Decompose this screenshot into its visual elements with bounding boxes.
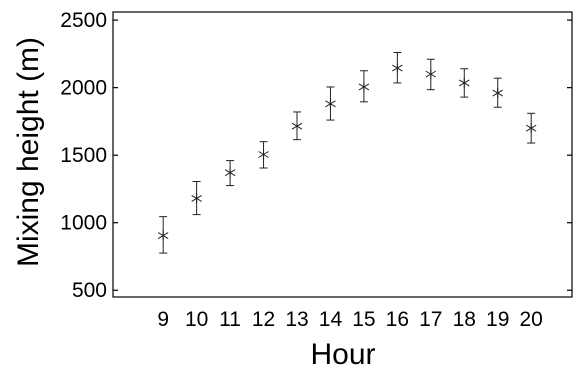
x-tick-label: 9	[157, 308, 169, 331]
marker-asterisk	[492, 89, 503, 97]
data-point	[392, 52, 403, 84]
marker-asterisk	[157, 232, 169, 239]
x-tick-label: 18	[453, 308, 476, 331]
y-tick-label: 2000	[60, 77, 107, 100]
data-point	[425, 58, 437, 91]
x-tick-label: 15	[352, 308, 375, 331]
x-tick-label: 17	[419, 308, 442, 331]
x-tick-label: 20	[520, 308, 543, 331]
marker-asterisk	[191, 194, 202, 202]
x-tick-label: 10	[185, 308, 208, 331]
y-tick-label: 1500	[60, 144, 107, 167]
x-tick-label: 19	[486, 308, 509, 331]
y-axis-ticks: 500 1000 1500 2000 2500	[60, 9, 572, 302]
x-tick-label: 11	[219, 308, 241, 331]
marker-asterisk	[459, 79, 470, 87]
series-mixing-height	[157, 52, 537, 254]
plot-frame	[112, 11, 573, 298]
y-tick-label: 500	[72, 279, 107, 302]
data-point	[291, 111, 303, 141]
plot-border	[112, 11, 573, 298]
x-tick-label: 14	[319, 308, 343, 331]
marker-asterisk	[325, 100, 336, 108]
marker-asterisk	[258, 151, 269, 158]
data-point	[258, 141, 269, 169]
data-point	[224, 160, 236, 187]
marker-asterisk	[291, 122, 303, 130]
data-point	[191, 181, 202, 216]
x-axis-title: Hour	[310, 338, 375, 371]
x-tick-label: 16	[386, 308, 409, 331]
x-tick-label: 12	[252, 308, 275, 331]
marker-asterisk	[224, 169, 236, 177]
x-tick-label: 13	[285, 308, 308, 331]
y-tick-label: 1000	[60, 212, 107, 235]
data-point	[325, 86, 336, 121]
data-point	[492, 77, 503, 108]
marker-asterisk	[358, 83, 370, 91]
marker-asterisk	[525, 124, 537, 132]
y-axis-title: Mixing height (m)	[12, 37, 45, 267]
data-point	[157, 216, 169, 254]
data-point	[525, 112, 537, 144]
data-point	[459, 68, 470, 98]
marker-asterisk	[392, 64, 403, 72]
y-tick-label: 2500	[60, 9, 107, 32]
x-axis-ticks: 9 10 11 12 13 14 15 16 17 18 19 20	[157, 308, 543, 331]
marker-asterisk	[425, 70, 437, 78]
data-point	[358, 70, 370, 103]
